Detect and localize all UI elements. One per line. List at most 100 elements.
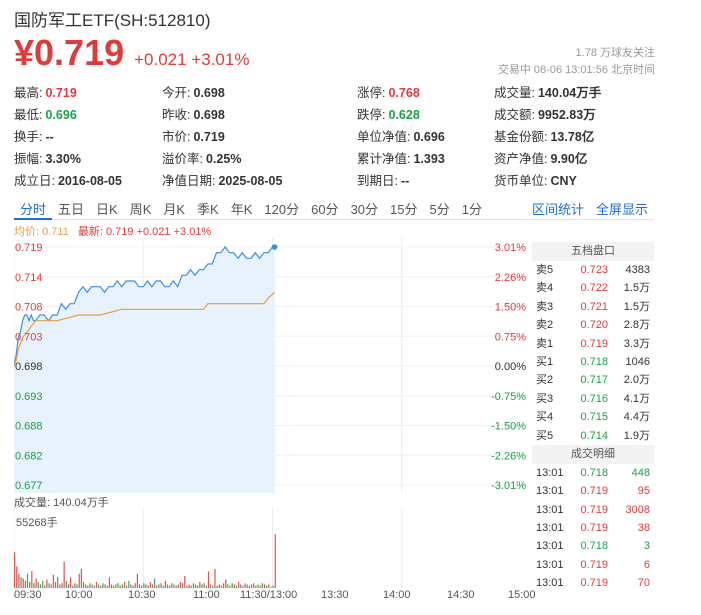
trade-volume: 3008: [625, 503, 650, 516]
tab-period[interactable]: 年K: [230, 202, 253, 217]
stat-value: 0.628: [388, 108, 420, 122]
volume-bar: [70, 577, 72, 588]
stat-row: 最高: 0.719 今开: 0.698 涨停: 0.768 成交量: 140.04万手: [14, 82, 654, 104]
volume-bar: [257, 584, 259, 588]
trade-price: 0.719: [580, 522, 608, 535]
tab-period[interactable]: 120分: [264, 202, 300, 217]
volume-bar: [76, 584, 78, 588]
stat-value: 1.393: [413, 152, 445, 166]
volume-bar: [160, 583, 162, 588]
tab-period[interactable]: 5分: [429, 202, 450, 217]
volume-bar: [173, 584, 175, 588]
stat-cell: 基金份额: 13.78亿: [494, 126, 654, 148]
trade-row: 13:01 0.719 38: [532, 519, 654, 537]
volume-bar: [117, 583, 119, 588]
y-tick-label: 0.688: [15, 421, 43, 433]
volume-bar: [115, 584, 117, 588]
fullscreen-button[interactable]: 全屏显示: [595, 202, 648, 217]
volume-bar: [87, 585, 89, 588]
volume-bar: [113, 585, 115, 588]
volume-bar: [104, 584, 106, 588]
volume-bar: [186, 585, 188, 588]
volume-bar: [16, 566, 18, 588]
price-change: +0.021 +3.01%: [134, 50, 250, 69]
stat-cell: 资产净值: 9.90亿: [494, 148, 654, 170]
tab-period[interactable]: 五日: [58, 202, 85, 217]
tab-period[interactable]: 季K: [197, 202, 219, 217]
intraday-price-chart[interactable]: 0.719 3.01% 0.714 2.26% 0.708 1.50% 0.703 0.75%…: [14, 238, 529, 493]
volume-bar: [227, 584, 229, 588]
time-axis-label: 13:30: [321, 589, 349, 601]
volume-bar: [162, 585, 164, 588]
volume-bar: [210, 584, 212, 588]
volume-bar: [188, 584, 190, 588]
trade-time: 交易中 08-06 13:01:56 北京时间: [497, 64, 655, 76]
volume-bar: [22, 578, 24, 588]
stat-cell: 涨停: 0.768: [357, 82, 494, 104]
tab-period[interactable]: 30分: [350, 202, 379, 217]
time-axis-label: 14:30: [447, 589, 475, 601]
stat-cell: 累计净值: 1.393: [357, 148, 494, 170]
volume-bar: [145, 584, 147, 588]
volume-label: 成交量: 140.04万手: [14, 497, 109, 509]
stat-cell: 换手: --: [14, 126, 162, 148]
orderbook-row: 买2 0.717 2.0万: [532, 371, 654, 389]
volume-bar: [130, 584, 132, 588]
time-axis-label: 10:00: [65, 589, 93, 601]
stat-value: 0.696: [413, 130, 445, 144]
stat-value: 2025-08-05: [218, 174, 283, 188]
volume-chart[interactable]: [14, 508, 529, 588]
trade-price: 0.719: [580, 503, 608, 516]
range-stats-button[interactable]: 区间统计: [531, 202, 584, 217]
trade-volume: 70: [637, 577, 650, 590]
stat-label: 净值日期:: [162, 174, 216, 188]
volume-bar: [98, 584, 100, 588]
volume-bar: [242, 585, 244, 588]
trade-time: 13:01: [536, 522, 564, 535]
volume-bar: [48, 583, 50, 588]
y-tick-label: 0.682: [15, 450, 43, 462]
stat-value: --: [45, 130, 54, 144]
stats-grid: 最高: 0.719 今开: 0.698 涨停: 0.768 成交量: 140.04万手 最低: 0…: [14, 82, 654, 192]
orderbook-level: 卖3: [536, 300, 554, 313]
volume-bar: [85, 584, 87, 588]
volume-bar: [26, 573, 29, 588]
stat-value: 9.90亿: [550, 152, 588, 166]
trade-row: 13:01 0.719 6: [532, 556, 654, 574]
stat-value: 0.25%: [205, 152, 242, 166]
orderbook-volume: 1.5万: [623, 300, 650, 313]
y-tick-label: 0.703: [15, 331, 43, 343]
follower-count[interactable]: 1.78 万球友关注: [575, 47, 655, 59]
stat-cell: 成立日: 2016-08-05: [14, 170, 162, 192]
volume-bar: [20, 577, 22, 588]
stat-value: 13.78亿: [550, 130, 595, 144]
tab-period[interactable]: 1分: [461, 202, 482, 217]
stat-cell: 跌停: 0.628: [357, 104, 494, 126]
avg-price-line: [14, 291, 276, 367]
tab-period[interactable]: 月K: [163, 202, 186, 217]
tab-period[interactable]: 周K: [129, 202, 152, 217]
tab-period[interactable]: 60分: [311, 202, 339, 217]
trade-row: 13:01 0.718 3: [532, 537, 654, 555]
orderbook-volume: 4.4万: [623, 411, 650, 424]
orderbook-row: 卖3 0.721 1.5万: [532, 298, 654, 316]
volume-bar: [33, 583, 35, 588]
volume-bar: [179, 582, 182, 588]
chart-actions: 区间统计 全屏显示: [526, 196, 654, 219]
volume-bar: [108, 577, 110, 588]
stat-cell: 成交额: 9952.83万: [494, 104, 654, 126]
y-tick-label: 0.677: [15, 480, 43, 492]
orderbook: 卖5 0.723 4383 卖4 0.722 1.5万 卖3 0.721 1.5万 卖2 0.720…: [532, 261, 654, 445]
volume-bar: [184, 576, 186, 588]
volume-bar: [235, 585, 238, 588]
volume-bar: [126, 585, 128, 588]
volume-bar: [164, 580, 166, 588]
orderbook-level: 卖2: [536, 319, 554, 332]
stat-row: 成立日: 2016-08-05 净值日期: 2025-08-05 到期日: -- 货币单位:…: [14, 170, 654, 192]
tab-period[interactable]: 日K: [96, 202, 118, 217]
chart-tabs: 分时 五日 日K 周K 月K 季K 年K 120分 60分 30分 15分 5分 1分 区间统计 全屏显示: [14, 196, 654, 220]
stat-value: --: [400, 174, 410, 188]
tab-period[interactable]: 15分: [390, 202, 418, 217]
tab-period[interactable]: 分时: [14, 196, 53, 220]
volume-bar: [141, 585, 143, 588]
